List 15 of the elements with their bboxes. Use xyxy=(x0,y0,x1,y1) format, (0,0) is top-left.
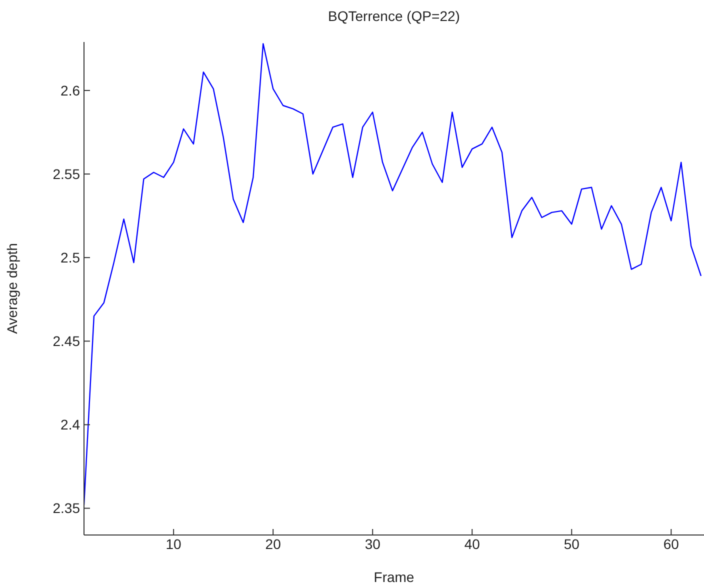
y-tick-label: 2.5 xyxy=(60,250,80,266)
y-tick-label: 2.4 xyxy=(60,416,80,433)
x-tick-label: 20 xyxy=(265,536,282,552)
y-tick-label: 2.35 xyxy=(52,500,80,516)
x-tick-label: 50 xyxy=(564,536,580,552)
y-tick-label: 2.6 xyxy=(60,82,80,98)
y-tick-label: 2.55 xyxy=(52,166,80,182)
x-tick-label: 30 xyxy=(364,536,381,552)
y-tick-label: 2.45 xyxy=(52,333,80,350)
x-tick-label: 10 xyxy=(166,536,182,552)
x-axis-title: Frame xyxy=(374,569,414,585)
x-tick-label: 60 xyxy=(663,536,680,552)
x-tick-label: 40 xyxy=(464,536,480,552)
y-axis-title: Average depth xyxy=(4,243,20,334)
chart-title: BQTerrence (QP=22) xyxy=(327,8,461,24)
